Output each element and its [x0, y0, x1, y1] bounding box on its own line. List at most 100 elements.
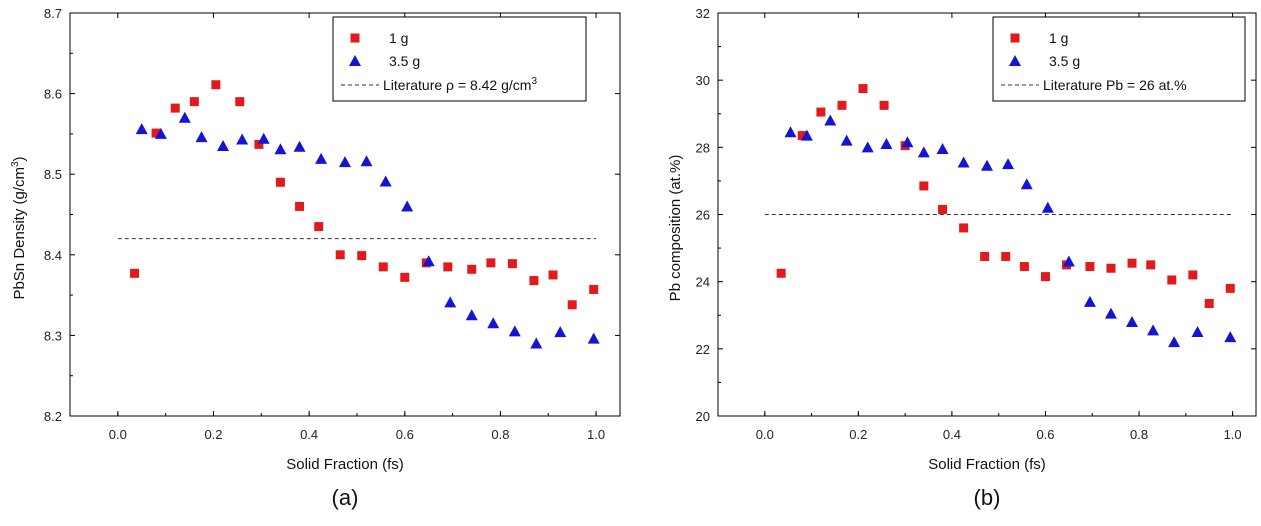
y-tick-label: 8.2 — [44, 409, 62, 424]
data-point-1g — [980, 251, 990, 261]
data-point-3-5g — [217, 139, 230, 151]
data-point-3-5g — [530, 337, 543, 349]
data-point-3-5g — [339, 156, 351, 168]
x-tick-label: 0.4 — [300, 427, 318, 442]
data-point-1g — [378, 262, 388, 272]
y-tick-label: 8.6 — [44, 87, 62, 102]
legend-label-reference-sup: 3 — [531, 76, 537, 87]
x-tick-label: 1.0 — [1224, 427, 1242, 442]
data-point-1g — [295, 201, 305, 211]
data-point-1g — [507, 259, 517, 269]
chart-panel-a: 0.0 0.2 0.4 0.6 0.8 1.0 8.2 8.3 8.4 8.5 8.6 8.7 Soli… — [10, 6, 621, 510]
data-point-3-5g — [178, 111, 191, 123]
legend-label-1g: 1 g — [1049, 30, 1068, 46]
data-point-3-5g — [1062, 255, 1075, 267]
x-tick-label: 0.2 — [849, 427, 867, 442]
x-axis-label: Solid Fraction (fs) — [928, 456, 1046, 473]
data-point-3-5g — [257, 132, 270, 144]
data-point-1g — [567, 300, 577, 310]
data-point-1g — [1188, 270, 1198, 280]
legend-marker-1g — [1010, 33, 1020, 43]
legend-label-3-5g: 3.5 g — [1049, 53, 1080, 69]
data-point-3-5g — [401, 200, 414, 212]
data-point-3-5g — [800, 129, 813, 141]
y-tick-label: 20 — [696, 409, 710, 424]
y-tick-label: 30 — [696, 73, 710, 88]
y-axis-label-sup: 3 — [10, 161, 21, 167]
data-point-3-5g — [554, 326, 567, 338]
x-axis-label: Solid Fraction (fs) — [286, 456, 404, 473]
data-point-3-5g — [444, 296, 457, 308]
legend-marker-1g — [350, 33, 360, 43]
y-axis-label: PbSn Density (g/cm3) — [10, 156, 28, 299]
data-point-3-5g — [880, 137, 893, 149]
data-point-1g — [529, 276, 539, 286]
data-point-1g — [879, 100, 889, 110]
data-point-1g — [443, 262, 453, 272]
data-point-3-5g — [901, 136, 914, 148]
data-point-3-5g — [379, 175, 392, 187]
data-point-1g — [858, 84, 868, 94]
panel-label: (b) — [974, 485, 1001, 510]
data-point-3-5g — [508, 325, 521, 337]
data-point-1g — [314, 222, 324, 232]
legend-label-reference: Literature ρ = 8.42 g/cm3 — [383, 76, 537, 93]
data-point-1g — [959, 223, 969, 233]
data-point-1g — [816, 107, 826, 117]
data-point-3-5g — [1041, 201, 1054, 213]
y-tick-label: 22 — [696, 342, 710, 357]
data-point-3-5g — [422, 255, 435, 267]
data-point-3-5g — [1168, 336, 1181, 348]
data-point-1g — [170, 103, 180, 113]
data-point-1g — [1127, 258, 1137, 268]
data-point-1g — [1146, 260, 1156, 270]
y-tick-label: 32 — [696, 6, 710, 21]
data-point-3-5g — [1224, 331, 1237, 343]
data-point-3-5g — [465, 309, 478, 321]
panel-label: (a) — [332, 485, 359, 510]
legend: 1 g 3.5 g Literature ρ = 8.42 g/cm3 — [332, 16, 587, 102]
data-point-3-5g — [236, 133, 249, 145]
data-point-3-5g — [154, 127, 167, 139]
data-point-1g — [1167, 275, 1177, 285]
x-tick-label: 0.6 — [1036, 427, 1054, 442]
y-tick-label: 8.4 — [44, 248, 62, 263]
data-point-3-5g — [135, 123, 148, 135]
data-point-1g — [130, 268, 140, 278]
data-point-3-5g — [1147, 324, 1160, 336]
data-point-1g — [235, 97, 245, 107]
y-tick-label: 24 — [696, 275, 710, 290]
legend-label-reference-main: Literature ρ = 8.42 g/cm — [383, 77, 531, 93]
data-point-1g — [776, 268, 786, 278]
data-point-3-5g — [981, 159, 993, 171]
data-point-1g — [486, 258, 496, 268]
data-point-3-5g — [1191, 326, 1204, 338]
chart-panel-b: 0.0 0.2 0.4 0.6 0.8 1.0 20 22 24 26 28 30 32 Solid Fr… — [667, 6, 1257, 510]
data-point-1g — [467, 264, 477, 274]
y-axis-label: Pb composition (at.%) — [667, 155, 684, 302]
data-point-3-5g — [274, 143, 287, 155]
legend-label-3-5g: 3.5 g — [389, 53, 420, 69]
data-point-1g — [1019, 262, 1029, 272]
data-point-3-5g — [784, 126, 797, 138]
data-point-1g — [357, 251, 367, 261]
legend-marker-3-5g — [1009, 55, 1021, 66]
data-point-3-5g — [840, 134, 853, 146]
data-point-3-5g — [293, 140, 306, 152]
x-tick-label: 0.0 — [756, 427, 774, 442]
data-point-1g — [254, 139, 264, 149]
y-axis-label-main: PbSn Density (g/cm — [11, 167, 28, 300]
data-point-3-5g — [917, 146, 930, 158]
data-point-3-5g — [1020, 178, 1033, 190]
data-point-1g — [938, 204, 948, 214]
data-point-3-5g — [587, 332, 600, 344]
data-point-3-5g — [1083, 295, 1096, 307]
x-tick-label: 0.8 — [1130, 427, 1148, 442]
legend-box — [332, 16, 587, 102]
x-tick-label: 0.4 — [943, 427, 961, 442]
data-point-1g — [1001, 251, 1011, 261]
data-point-1g — [211, 80, 221, 90]
data-point-3-5g — [1126, 315, 1139, 327]
y-axis-label-tail: ) — [11, 156, 28, 161]
